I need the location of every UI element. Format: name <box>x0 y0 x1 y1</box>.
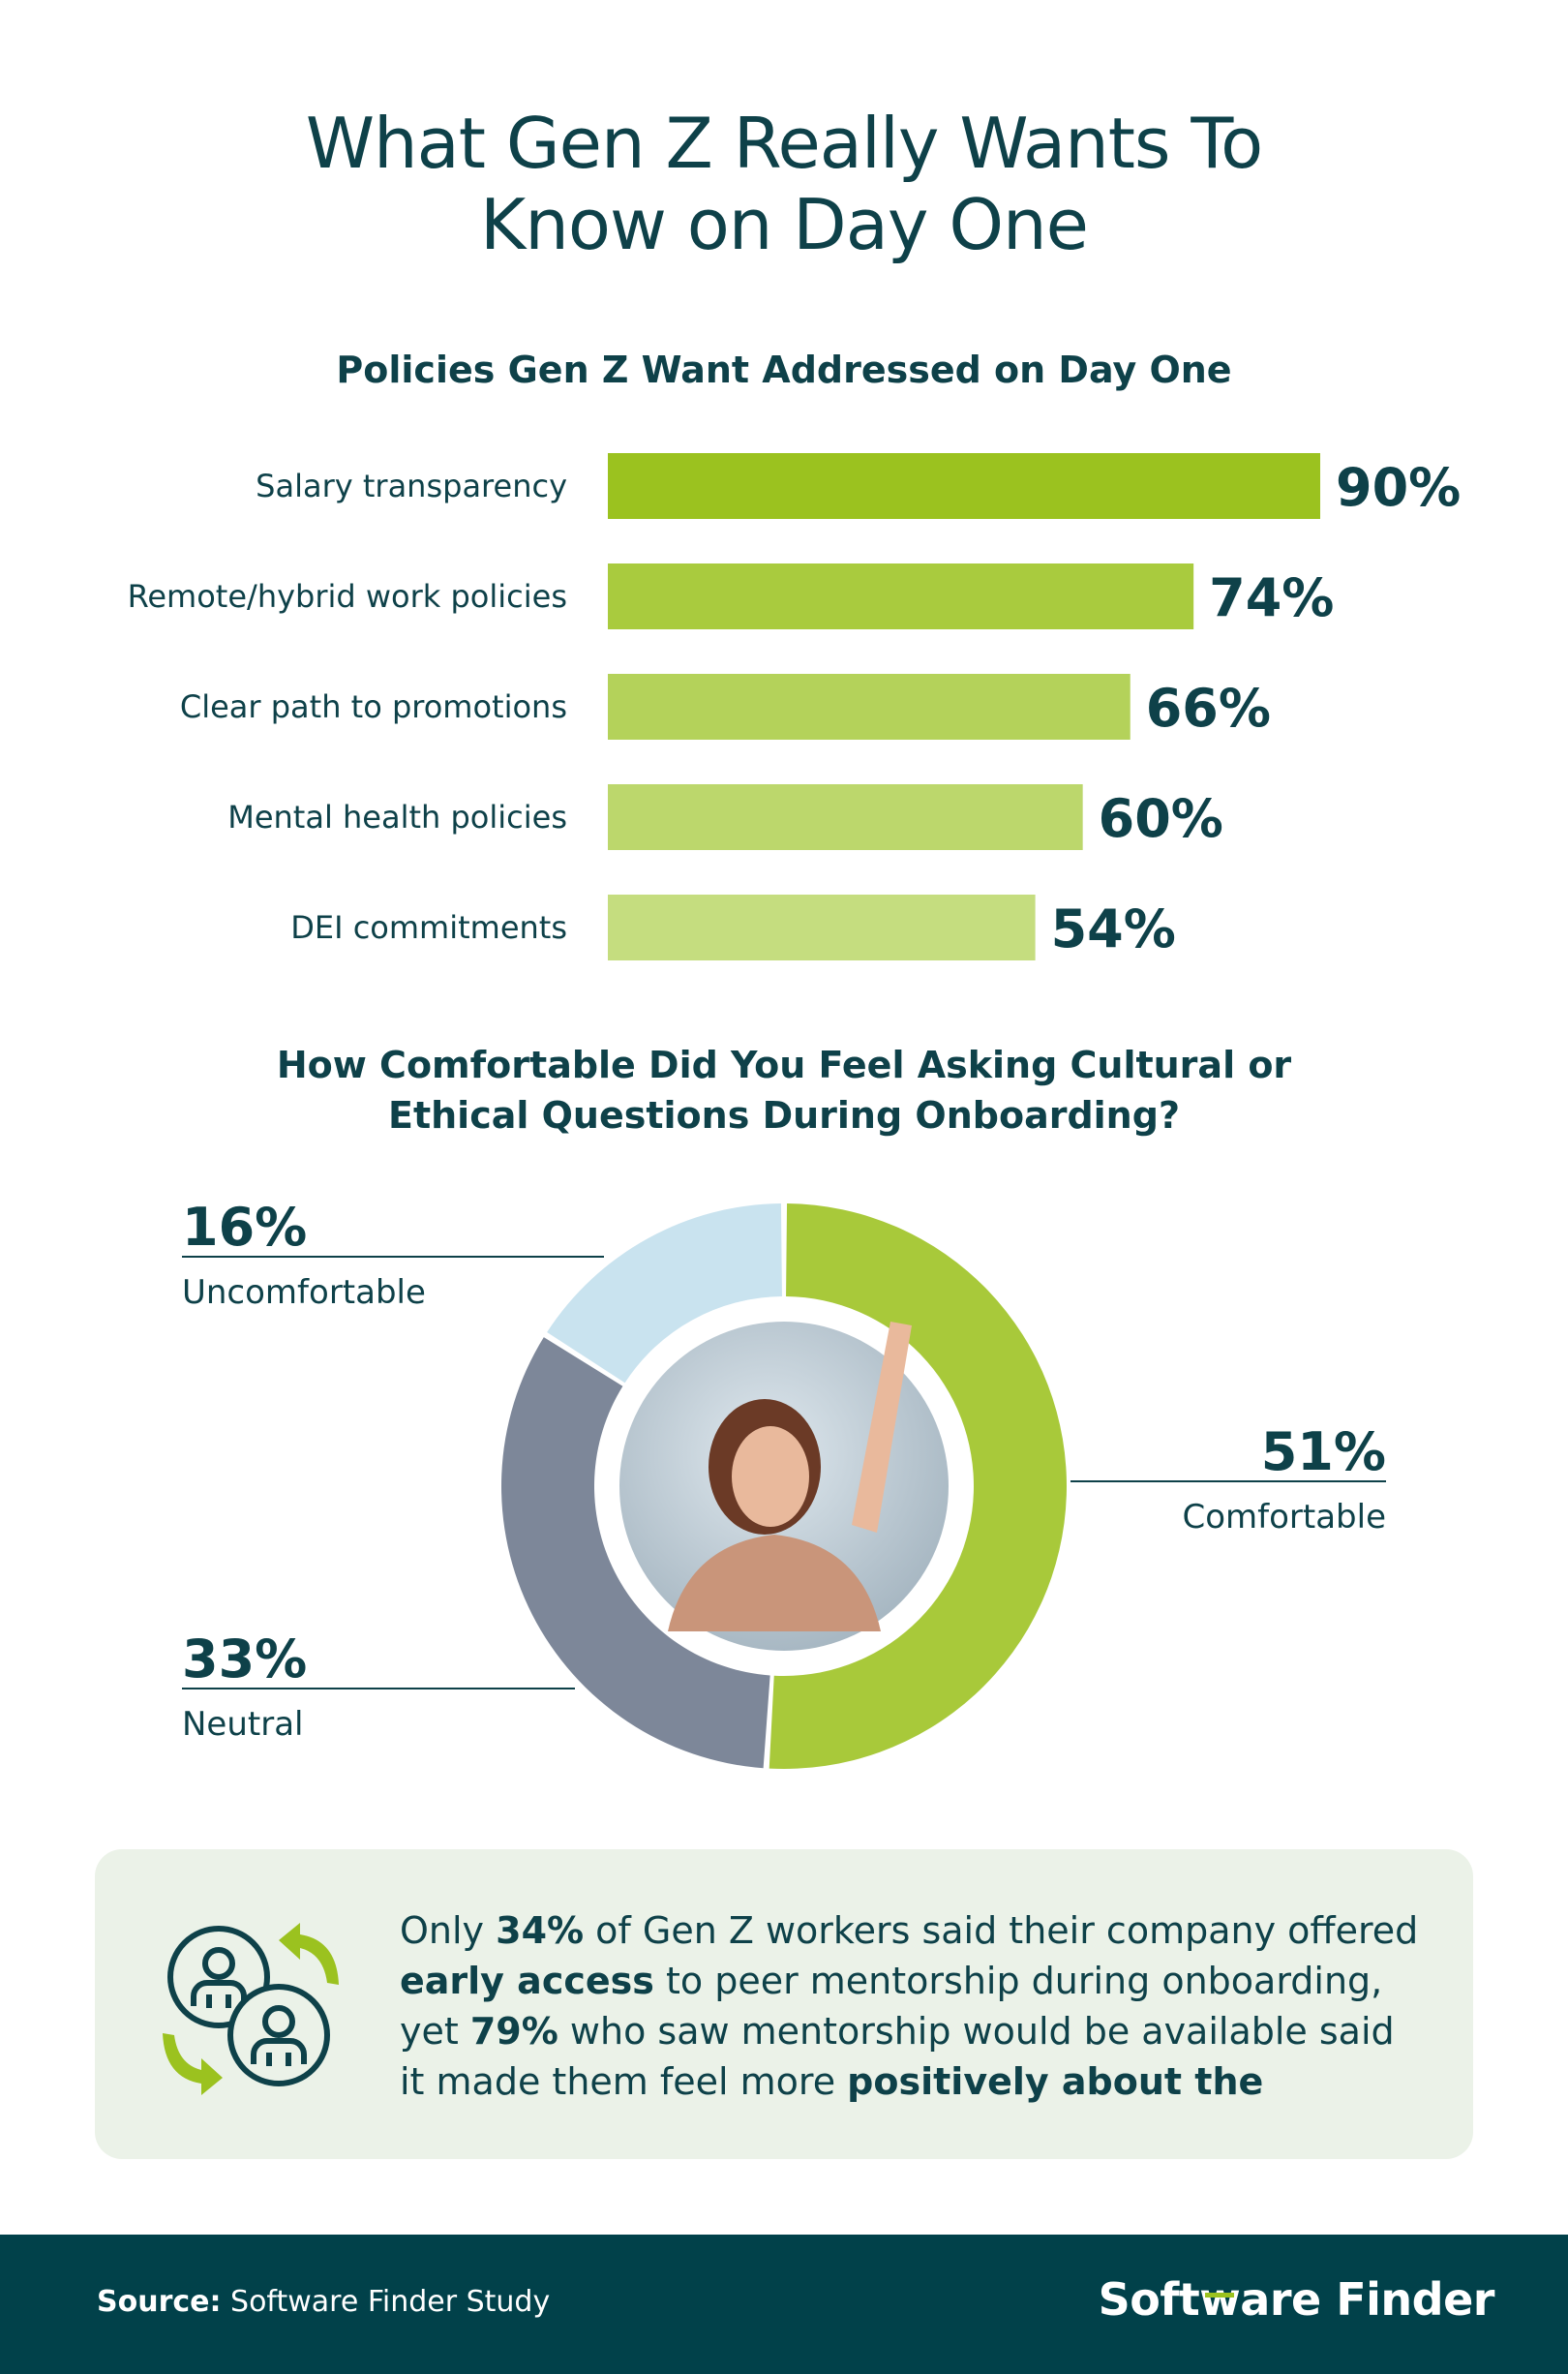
donut-value-label: 51% <box>1261 1421 1386 1482</box>
bar <box>608 674 1131 740</box>
title-line-1: What Gen Z Really Wants To <box>305 103 1263 184</box>
person-face-icon <box>732 1426 809 1527</box>
bar-category-label: Clear path to promotions <box>180 688 567 725</box>
bar-category-label: Salary transparency <box>256 468 567 504</box>
bar <box>608 563 1194 629</box>
bar-category-label: DEI commitments <box>290 909 567 946</box>
donut-chart: 51% Comfortable 33% Neutral 16% Uncomfortable <box>182 1197 1386 1769</box>
mentorship-exchange-icon <box>163 1923 339 2095</box>
donut-slice <box>547 1203 782 1384</box>
person-shirt-icon <box>668 1535 881 1631</box>
bar-chart: Salary transparency 90% Remote/hybrid work… <box>128 453 1461 960</box>
bar-value-label: 60% <box>1099 788 1223 849</box>
callout-text: Only 34% of Gen Z workers said their com… <box>400 1909 1419 2103</box>
bar-category-label: Remote/hybrid work policies <box>128 578 567 615</box>
donut-category-label: Comfortable <box>1182 1498 1386 1537</box>
brand-logo: Software Finder <box>1098 2273 1495 2326</box>
mentorship-callout: Only 34% of Gen Z workers said their com… <box>95 1849 1473 2159</box>
page-title: What Gen Z Really Wants To Know on Day O… <box>0 103 1568 265</box>
donut-value-label: 16% <box>182 1197 307 1258</box>
source-note: Source: Software Finder Study <box>97 2285 551 2319</box>
bar <box>608 784 1083 850</box>
bar-value-label: 90% <box>1336 457 1461 518</box>
bar-category-label: Mental health policies <box>227 799 567 836</box>
bar <box>608 453 1320 519</box>
donut-category-label: Uncomfortable <box>182 1273 426 1312</box>
bar <box>608 895 1036 960</box>
donut-category-label: Neutral <box>182 1705 304 1744</box>
bar-chart-title: Policies Gen Z Want Addressed on Day One <box>336 349 1232 391</box>
donut-value-label: 33% <box>182 1628 307 1689</box>
donut-title-line-1: How Comfortable Did You Feel Asking Cult… <box>276 1044 1292 1086</box>
bar-value-label: 74% <box>1209 567 1334 628</box>
title-line-2: Know on Day One <box>480 184 1089 265</box>
bar-value-label: 54% <box>1051 898 1176 959</box>
donut-slice <box>501 1337 770 1769</box>
donut-chart-title: How Comfortable Did You Feel Asking Cult… <box>0 1040 1568 1141</box>
footer: Source: Software Finder Study Software F… <box>0 2235 1568 2374</box>
bar-value-label: 66% <box>1146 678 1271 739</box>
donut-title-line-2: Ethical Questions During Onboarding? <box>388 1094 1180 1137</box>
raised-arm-icon <box>852 1322 912 1533</box>
donut-slice <box>769 1203 1067 1769</box>
